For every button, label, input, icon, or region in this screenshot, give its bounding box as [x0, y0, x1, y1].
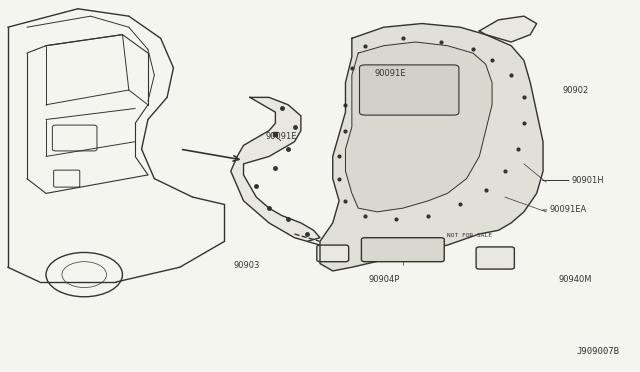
- Text: 90903: 90903: [234, 261, 260, 270]
- FancyBboxPatch shape: [317, 245, 349, 262]
- FancyBboxPatch shape: [362, 238, 444, 262]
- FancyBboxPatch shape: [476, 247, 515, 269]
- Text: 90902: 90902: [562, 86, 588, 94]
- Polygon shape: [479, 16, 537, 42]
- FancyBboxPatch shape: [360, 65, 459, 115]
- Polygon shape: [346, 42, 492, 212]
- Text: 90091E: 90091E: [266, 132, 298, 141]
- Polygon shape: [320, 23, 543, 271]
- Text: 90940M: 90940M: [559, 275, 593, 283]
- Text: 90904P: 90904P: [368, 275, 399, 283]
- Polygon shape: [231, 97, 320, 241]
- Text: 90091EA: 90091EA: [549, 205, 587, 215]
- Text: 90091E: 90091E: [374, 69, 406, 78]
- Text: NOT FOR SALE: NOT FOR SALE: [447, 233, 492, 238]
- Text: J909007B: J909007B: [577, 347, 620, 356]
- Text: 90901H: 90901H: [572, 176, 604, 185]
